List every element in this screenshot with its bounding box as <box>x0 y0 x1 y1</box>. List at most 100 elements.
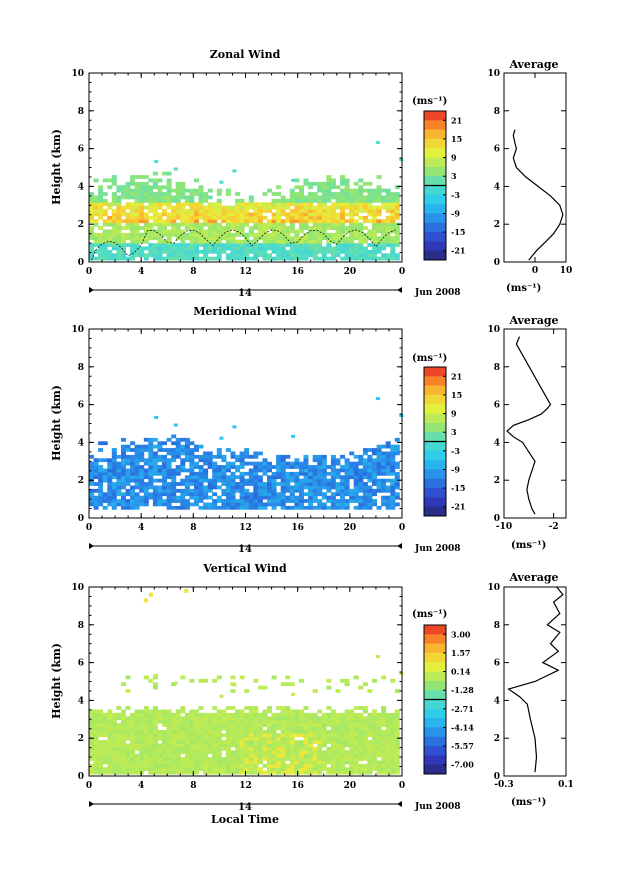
heatmap-cell <box>289 719 295 724</box>
heatmap-cell <box>212 468 218 473</box>
heatmap-cell <box>280 719 286 724</box>
heatmap-cell <box>276 198 282 203</box>
heatmap-cell <box>130 175 136 179</box>
heatmap-cell <box>134 729 140 734</box>
heatmap-cell <box>130 195 136 200</box>
heatmap-cell <box>93 232 99 237</box>
heatmap-cell <box>303 239 309 244</box>
heatmap-cell <box>321 185 327 190</box>
heatmap-cell <box>381 719 387 724</box>
heatmap-cell <box>180 746 186 751</box>
heatmap-cell <box>166 202 172 207</box>
heatmap-cell <box>390 229 396 234</box>
heatmap-cell <box>321 222 327 227</box>
heatmap-cell <box>189 192 195 196</box>
y-tick-label: 0 <box>78 772 84 782</box>
heatmap-cell <box>253 712 259 717</box>
heatmap-cell <box>157 205 163 210</box>
heatmap-cell <box>271 212 277 217</box>
heatmap-cell <box>326 192 332 196</box>
heatmap-cell <box>244 723 250 727</box>
heatmap-cell <box>340 205 346 210</box>
heatmap-cell <box>312 232 318 237</box>
heatmap-cell <box>116 219 122 224</box>
heatmap-cell <box>385 495 391 500</box>
heatmap-cell <box>285 488 291 493</box>
heatmap-cell <box>289 753 295 758</box>
heatmap-cell <box>317 733 323 738</box>
heatmap-cell <box>294 716 300 721</box>
heatmap-cell <box>175 256 181 261</box>
heatmap-cell <box>335 719 341 724</box>
heatmap-cell <box>111 726 117 731</box>
heatmap-cell <box>276 719 282 724</box>
heatmap-cell <box>299 222 304 227</box>
heatmap-cell <box>257 736 263 741</box>
heatmap-cell <box>134 502 140 507</box>
heatmap-cell <box>203 736 209 741</box>
heatmap-cell <box>189 209 195 213</box>
heatmap-cell <box>335 743 341 748</box>
x-tick-label: 20 <box>344 267 357 277</box>
heatmap-cell <box>134 723 140 727</box>
heatmap-cell <box>326 222 332 227</box>
heatmap-cell <box>157 222 163 227</box>
heatmap-cell <box>326 465 332 469</box>
heatmap-cell <box>253 719 259 724</box>
heatmap-cell <box>162 746 167 751</box>
heatmap-cell <box>394 767 400 772</box>
heatmap-cell <box>330 485 336 490</box>
heatmap-cell <box>143 750 149 755</box>
heatmap-cell <box>166 767 172 772</box>
heatmap-cell <box>166 178 172 183</box>
heatmap-cell <box>340 712 346 717</box>
heatmap-cell <box>317 454 323 459</box>
heatmap-cell <box>353 219 359 224</box>
heatmap-cell <box>362 209 368 213</box>
heatmap-cell <box>207 222 213 227</box>
heatmap-cell <box>111 763 117 768</box>
heatmap-cell <box>162 740 167 744</box>
heatmap-cell <box>189 232 195 237</box>
vertical-profile-title: Average <box>508 571 558 584</box>
heatmap-cell <box>294 750 300 755</box>
colorbar-tick-label: 21 <box>451 115 462 125</box>
heatmap-cell <box>93 753 99 758</box>
heatmap-cell <box>362 719 368 724</box>
heatmap-cell <box>221 733 227 738</box>
heatmap-cell <box>152 753 158 758</box>
heatmap-cell <box>299 212 304 217</box>
heatmap-cell <box>326 716 332 721</box>
heatmap-cell <box>257 712 263 717</box>
heatmap-cell <box>121 209 126 213</box>
heatmap-cell <box>385 733 391 738</box>
heatmap-cell <box>335 243 341 247</box>
heatmap-cell <box>267 492 272 497</box>
heatmap-cell <box>143 448 149 452</box>
heatmap-cell <box>166 746 172 751</box>
heatmap-cell <box>98 471 104 476</box>
heatmap-cell <box>253 236 259 241</box>
heatmap-cell <box>326 212 332 217</box>
heatmap-cell <box>143 205 149 210</box>
heatmap-cell <box>148 723 154 727</box>
heatmap-cell <box>299 492 304 497</box>
heatmap-cell <box>162 770 167 775</box>
heatmap-cell <box>93 712 99 717</box>
heatmap-cell <box>317 488 323 493</box>
heatmap-cell <box>221 236 227 241</box>
heatmap-cell <box>294 712 300 717</box>
heatmap-cell <box>212 232 218 237</box>
zonal-day-bar: 14 <box>89 287 402 299</box>
meridional-cbar-unit: (ms⁻¹) <box>412 353 447 364</box>
heatmap-cell <box>271 753 277 758</box>
heatmap-cell <box>253 706 259 710</box>
heatmap-cell <box>367 485 373 490</box>
heatmap-cell <box>194 488 199 493</box>
heatmap-cell <box>198 185 204 190</box>
heatmap-cell <box>248 505 254 510</box>
heatmap-cell <box>162 478 167 483</box>
heatmap-cell <box>98 185 104 190</box>
heatmap-cell <box>358 253 364 258</box>
heatmap-cell <box>276 471 282 476</box>
